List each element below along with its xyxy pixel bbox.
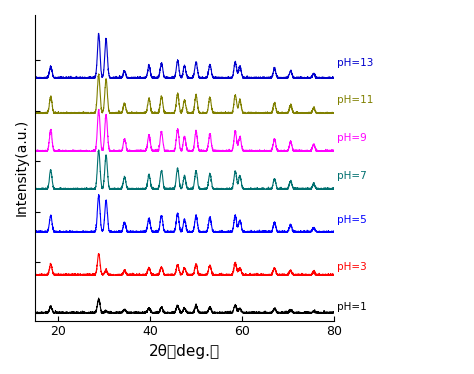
Text: pH=13: pH=13 [337, 58, 373, 68]
Text: pH=5: pH=5 [337, 215, 366, 225]
Text: pH=1: pH=1 [337, 302, 366, 312]
Text: pH=9: pH=9 [337, 132, 366, 142]
Text: pH=7: pH=7 [337, 171, 366, 181]
X-axis label: 2θ（deg.）: 2θ（deg.） [149, 344, 220, 359]
Text: pH=3: pH=3 [337, 263, 366, 272]
Text: pH=11: pH=11 [337, 95, 373, 105]
Y-axis label: Intensity(a.u.): Intensity(a.u.) [15, 119, 29, 217]
